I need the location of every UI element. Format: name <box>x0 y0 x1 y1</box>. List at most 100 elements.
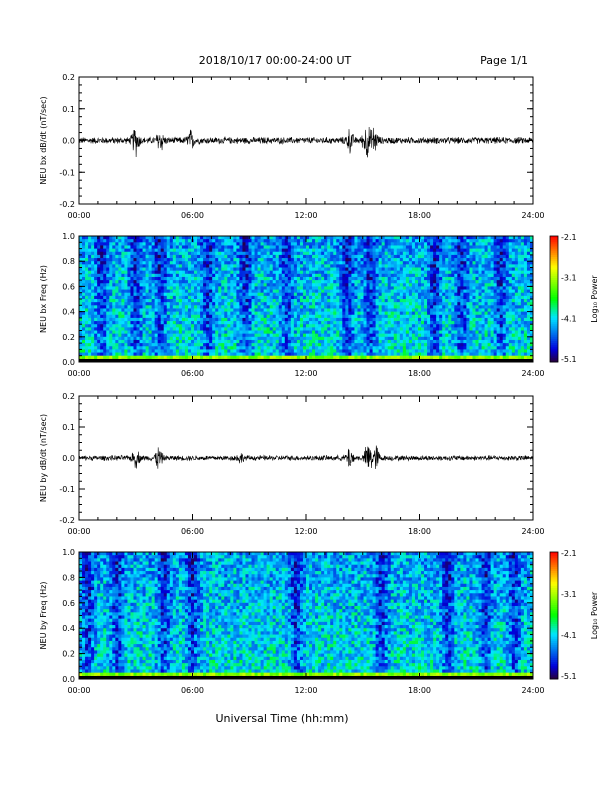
panel-2-heat-cell <box>139 270 143 275</box>
panel-2-heat-cell <box>421 258 425 262</box>
panel-2-heat-cell <box>342 317 346 322</box>
panel-2-heat-cell <box>281 343 286 347</box>
panel-2-heat-cell <box>299 273 304 278</box>
panel-2-heat-cell <box>145 248 150 253</box>
panel-2-heat-cell <box>396 299 401 303</box>
panel-2-heat-cell <box>357 305 361 309</box>
panel-2-heat-cell <box>281 317 286 322</box>
panel-2-heat-cell <box>212 283 216 287</box>
panel-2-heat-cell <box>372 346 377 350</box>
panel-2-heat-cell <box>197 254 201 259</box>
panel-2-heat-cell <box>369 333 373 338</box>
panel-2-heat-cell <box>436 339 440 344</box>
panel-2-heat-cell <box>257 276 261 281</box>
panel-2-heat-cell <box>309 343 313 347</box>
panel-2-heat-cell <box>333 349 337 353</box>
panel-2-heat-cell <box>218 314 222 319</box>
panel-2-heat-cell <box>384 292 389 297</box>
panel-2-heat-cell <box>411 286 416 290</box>
panel-2-heat-cell <box>94 267 98 272</box>
panel-2-heat-cell <box>172 267 177 272</box>
panel-2-heat-cell <box>133 254 137 259</box>
panel-2-heat-cell <box>339 239 343 243</box>
panel-2-heat-cell <box>151 330 156 335</box>
panel-2-heat-cell <box>348 283 352 287</box>
panel-2-heat-cell <box>88 267 92 272</box>
panel-2-heat-cell <box>169 327 174 331</box>
panel-2-heat-cell <box>333 352 337 357</box>
panel-2-heat-cell <box>124 327 128 331</box>
panel-2-heat-cell <box>181 305 186 309</box>
panel-2-heat-cell <box>112 276 116 281</box>
panel-2-heat-cell <box>245 295 249 300</box>
panel-2-heat-cell <box>302 276 307 281</box>
panel-2-heat-cell <box>157 242 162 246</box>
panel-2-heat-cell <box>390 352 395 357</box>
panel-2-heat-cell <box>445 317 449 322</box>
panel-2-heat-cell <box>436 336 440 341</box>
panel-2-heat-cell <box>402 292 407 297</box>
panel-2-heat-cell <box>351 305 355 309</box>
panel-2-heat-cell <box>233 317 237 322</box>
panel-2-heat-cell <box>203 352 207 357</box>
panel-2-heat-cell <box>369 346 373 350</box>
panel-2-heat-cell <box>312 273 316 278</box>
panel-2-heat-cell <box>175 295 180 300</box>
panel-2-heat-cell <box>405 236 410 240</box>
panel-2-heat-cell <box>327 355 331 360</box>
panel-2-heat-cell <box>163 333 168 338</box>
panel-2-heat-cell <box>136 330 140 335</box>
panel-2-heat-cell <box>287 239 292 243</box>
panel-2-heat-cell <box>203 311 207 316</box>
panel-2-heat-cell <box>330 289 334 294</box>
panel-2-heat-cell <box>284 343 289 347</box>
panel-2-heat-cell <box>333 336 337 341</box>
panel-2-heat-cell <box>181 355 186 360</box>
panel-2-heat-cell <box>430 352 434 357</box>
panel-2-heat-cell <box>145 327 150 331</box>
panel-2-heat-cell <box>175 321 180 325</box>
panel-2-heat-cell <box>263 242 268 246</box>
panel-2-heat-cell <box>197 273 201 278</box>
panel-2-heat-cell <box>381 292 386 297</box>
panel-2-heat-cell <box>145 280 150 284</box>
panel-2-heat-cell <box>200 242 204 246</box>
panel-2-heat-cell <box>293 267 298 272</box>
panel-2-heat-cell <box>266 264 271 268</box>
panel-2-heat-cell <box>278 267 283 272</box>
panel-2-heat-cell <box>281 276 286 281</box>
panel-2-heat-cell <box>218 317 222 322</box>
panel-2-heat-cell <box>224 321 228 325</box>
panel-2-heat-cell <box>224 248 228 253</box>
panel-2-heat-cell <box>351 346 355 350</box>
panel-2-heat-cell <box>109 289 113 294</box>
panel-2-heat-cell <box>200 299 204 303</box>
panel-2-heat-cell <box>357 349 361 353</box>
panel-2-heat-cell <box>139 336 143 341</box>
panel-2-heat-cell <box>121 324 125 328</box>
panel-2-heat-cell <box>209 355 213 360</box>
panel-2-heat-cell <box>103 311 107 316</box>
panel-2-heat-cell <box>124 270 128 275</box>
panel-2-heat-cell <box>315 324 319 328</box>
panel-2-heat-cell <box>251 270 255 275</box>
panel-2-heat-cell <box>203 254 207 259</box>
panel-2-heat-cell <box>354 264 358 268</box>
panel-2-heat-cell <box>421 276 425 281</box>
panel-2-heat-cell <box>390 273 395 278</box>
panel-2-heat-cell <box>278 336 283 341</box>
panel-2-heat-cell <box>142 352 146 357</box>
panel-2-heat-cell <box>130 302 134 306</box>
panel-2-heat-cell <box>324 330 328 335</box>
panel-2-heat-cell <box>309 239 313 243</box>
panel-2-heat-cell <box>200 295 204 300</box>
panel-2-heat-cell <box>157 352 162 357</box>
panel-2-heat-cell <box>197 283 201 287</box>
panel-2-heat-cell <box>424 236 428 240</box>
panel-2-heat-cell <box>85 283 89 287</box>
panel-2-heat-cell <box>145 324 150 328</box>
panel-2-heat-cell <box>445 236 449 240</box>
panel-2-heat-cell <box>103 336 107 341</box>
panel-2-heat-cell <box>360 305 364 309</box>
panel-2-heat-cell <box>290 292 295 297</box>
